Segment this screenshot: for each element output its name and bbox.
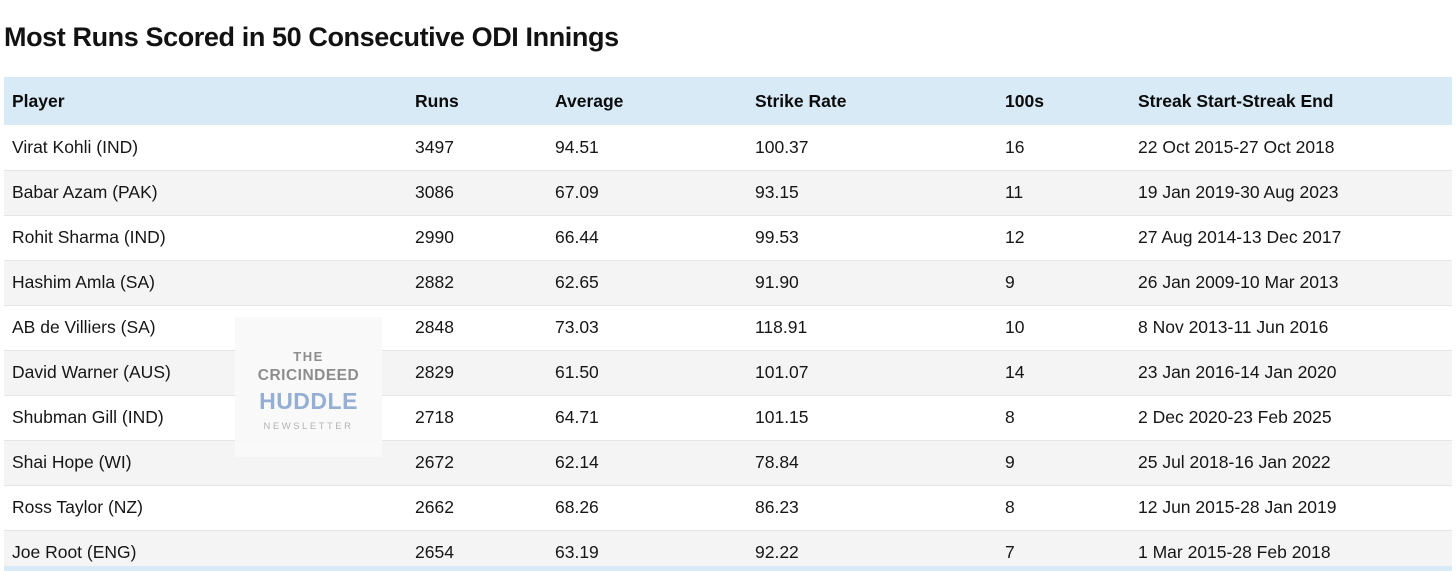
average-cell: 66.44 xyxy=(555,227,599,247)
strike-rate-cell: 101.15 xyxy=(755,407,809,427)
strike-rate-cell: 93.15 xyxy=(755,182,799,202)
streak-cell: 19 Jan 2019-30 Aug 2023 xyxy=(1138,182,1339,202)
average-cell: 94.51 xyxy=(555,136,599,157)
hundreds-cell: 9 xyxy=(1005,272,1015,292)
streak-cell: 23 Jan 2016-14 Jan 2020 xyxy=(1138,362,1337,382)
average-cell: 61.50 xyxy=(555,362,599,382)
table-row: Hashim Amla (SA) 2882 62.65 91.90 9 26 Jan 20… xyxy=(4,260,1452,305)
strike-rate-cell: 91.90 xyxy=(755,272,799,292)
player-cell: Shubman Gill (IND) xyxy=(12,407,164,427)
average-cell: 68.26 xyxy=(555,497,599,517)
average-cell: 62.65 xyxy=(555,272,599,292)
strike-rate-cell: 78.84 xyxy=(755,452,799,472)
streak-cell: 26 Jan 2009-10 Mar 2013 xyxy=(1138,272,1339,292)
runs-cell: 2654 xyxy=(415,542,454,563)
table-row: Rohit Sharma (IND) 2990 66.44 99.53 12 27 Aug… xyxy=(4,215,1452,260)
col-header-hundreds: 100s xyxy=(1005,90,1044,111)
header-row: Player Runs Average Strike Rate 100s Str… xyxy=(4,77,1452,125)
runs-cell: 2672 xyxy=(415,452,454,472)
hundreds-cell: 9 xyxy=(1005,452,1015,472)
player-cell: Rohit Sharma (IND) xyxy=(12,227,166,247)
strike-rate-cell: 100.37 xyxy=(755,136,809,157)
table-row: Virat Kohli (IND) 3497 94.51 100.37 16 22 Oct… xyxy=(4,125,1452,170)
streak-cell: 27 Aug 2014-13 Dec 2017 xyxy=(1138,227,1342,247)
player-cell: Hashim Amla (SA) xyxy=(12,272,155,292)
col-header-average: Average xyxy=(555,90,624,111)
runs-cell: 2882 xyxy=(415,272,454,292)
runs-cell: 3086 xyxy=(415,182,454,202)
strike-rate-cell: 92.22 xyxy=(755,542,799,563)
runs-cell: 2829 xyxy=(415,362,454,382)
hundreds-cell: 10 xyxy=(1005,317,1025,337)
table-row: David Warner (AUS) 2829 61.50 101.07 14 23 Ja… xyxy=(4,350,1452,395)
player-cell: Virat Kohli (IND) xyxy=(12,136,139,157)
stats-table: Player Runs Average Strike Rate 100s Str… xyxy=(4,77,1452,571)
runs-cell: 3497 xyxy=(415,136,454,157)
player-cell: Joe Root (ENG) xyxy=(12,542,137,563)
watermark-the: THE xyxy=(293,349,324,364)
average-cell: 62.14 xyxy=(555,452,599,472)
table-row: Shai Hope (WI) 2672 62.14 78.84 9 25 Jul 2018… xyxy=(4,440,1452,485)
hundreds-cell: 8 xyxy=(1005,497,1015,517)
watermark-newsletter: NEWSLETTER xyxy=(263,421,354,432)
table-row: AB de Villiers (SA) 2848 73.03 118.91 10 8 No… xyxy=(4,305,1452,350)
strike-rate-cell: 99.53 xyxy=(755,227,799,247)
streak-cell: 22 Oct 2015-27 Oct 2018 xyxy=(1138,136,1335,157)
page-title: Most Runs Scored in 50 Consecutive ODI I… xyxy=(4,22,619,52)
table-row: Babar Azam (PAK) 3086 67.09 93.15 11 19 Jan 2… xyxy=(4,170,1452,215)
runs-cell: 2848 xyxy=(415,317,454,337)
streak-cell: 1 Mar 2015-28 Feb 2018 xyxy=(1138,542,1331,563)
runs-cell: 2718 xyxy=(415,407,454,427)
next-table-header-strip xyxy=(4,566,1452,571)
hundreds-cell: 12 xyxy=(1005,227,1025,247)
watermark-brand: CRICINDEED xyxy=(257,367,360,384)
hundreds-cell: 14 xyxy=(1005,362,1025,382)
streak-cell: 25 Jul 2018-16 Jan 2022 xyxy=(1138,452,1331,472)
table-header: Player Runs Average Strike Rate 100s Str… xyxy=(4,77,1452,125)
hundreds-cell: 16 xyxy=(1005,136,1025,157)
hundreds-cell: 7 xyxy=(1005,542,1015,563)
average-cell: 63.19 xyxy=(555,542,599,563)
col-header-player: Player xyxy=(12,90,65,111)
average-cell: 73.03 xyxy=(555,317,599,337)
player-cell: Ross Taylor (NZ) xyxy=(12,497,143,517)
streak-cell: 12 Jun 2015-28 Jan 2019 xyxy=(1138,497,1337,517)
runs-cell: 2990 xyxy=(415,227,454,247)
table-row: Joe Root (ENG) 2654 63.19 92.22 7 1 Mar 2015-… xyxy=(4,530,1452,571)
player-cell: AB de Villiers (SA) xyxy=(12,317,156,337)
watermark: THE CRICINDEED HUDDLE NEWSLETTER xyxy=(235,317,382,457)
player-cell: Babar Azam (PAK) xyxy=(12,182,158,202)
streak-cell: 2 Dec 2020-23 Feb 2025 xyxy=(1138,407,1332,427)
hundreds-cell: 11 xyxy=(1005,182,1024,202)
strike-rate-cell: 118.91 xyxy=(755,317,808,337)
table-body: Virat Kohli (IND) 3497 94.51 100.37 16 22 Oct… xyxy=(4,125,1452,571)
col-header-runs: Runs xyxy=(415,90,459,111)
watermark-huddle: HUDDLE xyxy=(259,388,358,414)
streak-cell: 8 Nov 2013-11 Jun 2016 xyxy=(1138,317,1329,337)
average-cell: 67.09 xyxy=(555,182,599,202)
table-row: Shubman Gill (IND) 2718 64.71 101.15 8 2 Dec … xyxy=(4,395,1452,440)
strike-rate-cell: 101.07 xyxy=(755,362,809,382)
runs-cell: 2662 xyxy=(415,497,454,517)
player-cell: David Warner (AUS) xyxy=(12,362,171,382)
player-cell: Shai Hope (WI) xyxy=(12,452,132,472)
col-header-strike-rate: Strike Rate xyxy=(755,90,847,111)
average-cell: 64.71 xyxy=(555,407,599,427)
col-header-streak: Streak Start-Streak End xyxy=(1138,90,1334,111)
hundreds-cell: 8 xyxy=(1005,407,1015,427)
table-row: Ross Taylor (NZ) 2662 68.26 86.23 8 12 Jun 20… xyxy=(4,485,1452,530)
strike-rate-cell: 86.23 xyxy=(755,497,799,517)
